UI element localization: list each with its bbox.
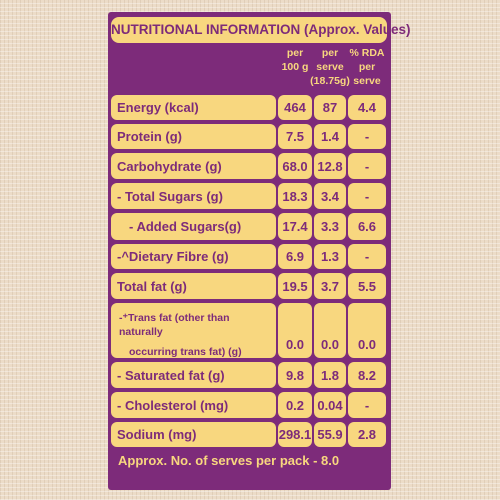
value-per100-total-fat: 19.5 xyxy=(278,273,312,299)
value-rda-sodium: 2.8 xyxy=(348,422,386,447)
row-label-protein: Protein (g) xyxy=(111,124,276,149)
value-rda-dietary-fibre: - xyxy=(348,244,386,269)
value-per100-saturated-fat: 9.8 xyxy=(278,362,312,388)
value-rda-total-sugars: - xyxy=(348,183,386,209)
value-rda-total-fat: 5.5 xyxy=(348,273,386,299)
value-per100-protein: 7.5 xyxy=(278,124,312,149)
row-label-sodium: Sodium (mg) xyxy=(111,422,276,447)
value-rda-saturated-fat: 8.2 xyxy=(348,362,386,388)
value-serve-dietary-fibre: 1.3 xyxy=(314,244,346,269)
value-per100-added-sugars: 17.4 xyxy=(278,213,312,240)
row-label-added-sugars: - Added Sugars(g) xyxy=(111,213,276,240)
value-serve-added-sugars: 3.3 xyxy=(314,213,346,240)
value-serve-cholesterol: 0.04 xyxy=(314,392,346,418)
column-header-per-serve: per serve (18.75g) xyxy=(310,47,350,87)
column-header-rda: % RDA per serve xyxy=(349,47,385,87)
value-rda-carbohydrate: - xyxy=(348,153,386,179)
value-rda-trans-fat: 0.0 xyxy=(348,303,386,358)
value-serve-total-fat: 3.7 xyxy=(314,273,346,299)
value-per100-total-sugars: 18.3 xyxy=(278,183,312,209)
row-label-saturated-fat: - Saturated fat (g) xyxy=(111,362,276,388)
row-label-total-sugars: - Total Sugars (g) xyxy=(111,183,276,209)
value-rda-cholesterol: - xyxy=(348,392,386,418)
value-rda-energy: 4.4 xyxy=(348,95,386,120)
value-per100-dietary-fibre: 6.9 xyxy=(278,244,312,269)
value-serve-protein: 1.4 xyxy=(314,124,346,149)
value-serve-energy: 87 xyxy=(314,95,346,120)
value-per100-trans-fat: 0.0 xyxy=(278,303,312,358)
row-label-total-fat: Total fat (g) xyxy=(111,273,276,299)
value-serve-carbohydrate: 12.8 xyxy=(314,153,346,179)
value-per100-energy: 464 xyxy=(278,95,312,120)
value-rda-added-sugars: 6.6 xyxy=(348,213,386,240)
serves-per-pack: Approx. No. of serves per pack - 8.0 xyxy=(118,453,340,468)
row-label-trans-fat: -⁺Trans fat (other than naturally occurr… xyxy=(111,303,276,358)
column-header-per-100g: per 100 g xyxy=(281,47,309,73)
value-serve-total-sugars: 3.4 xyxy=(314,183,346,209)
value-per100-carbohydrate: 68.0 xyxy=(278,153,312,179)
value-serve-trans-fat: 0.0 xyxy=(314,303,346,358)
row-label-carbohydrate: Carbohydrate (g) xyxy=(111,153,276,179)
value-per100-sodium: 298.1 xyxy=(278,422,312,447)
row-label-energy: Energy (kcal) xyxy=(111,95,276,120)
table-title: NUTRITIONAL INFORMATION (Approx. Values) xyxy=(111,17,411,43)
value-per100-cholesterol: 0.2 xyxy=(278,392,312,418)
value-serve-saturated-fat: 1.8 xyxy=(314,362,346,388)
row-label-cholesterol: - Cholesterol (mg) xyxy=(111,392,276,418)
row-label-dietary-fibre: -^Dietary Fibre (g) xyxy=(111,244,276,269)
value-rda-protein: - xyxy=(348,124,386,149)
value-serve-sodium: 55.9 xyxy=(314,422,346,447)
